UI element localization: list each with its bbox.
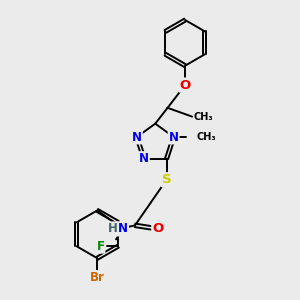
Text: F: F (96, 240, 104, 253)
Text: N: N (118, 222, 128, 236)
Text: Br: Br (90, 271, 105, 284)
Text: CH₃: CH₃ (196, 132, 216, 142)
Text: N: N (169, 130, 178, 143)
Text: O: O (152, 222, 164, 236)
Text: H: H (108, 222, 118, 236)
Text: S: S (162, 173, 171, 186)
Text: N: N (139, 152, 149, 165)
Text: N: N (132, 130, 142, 143)
Text: CH₃: CH₃ (194, 112, 214, 122)
Text: O: O (179, 79, 191, 92)
